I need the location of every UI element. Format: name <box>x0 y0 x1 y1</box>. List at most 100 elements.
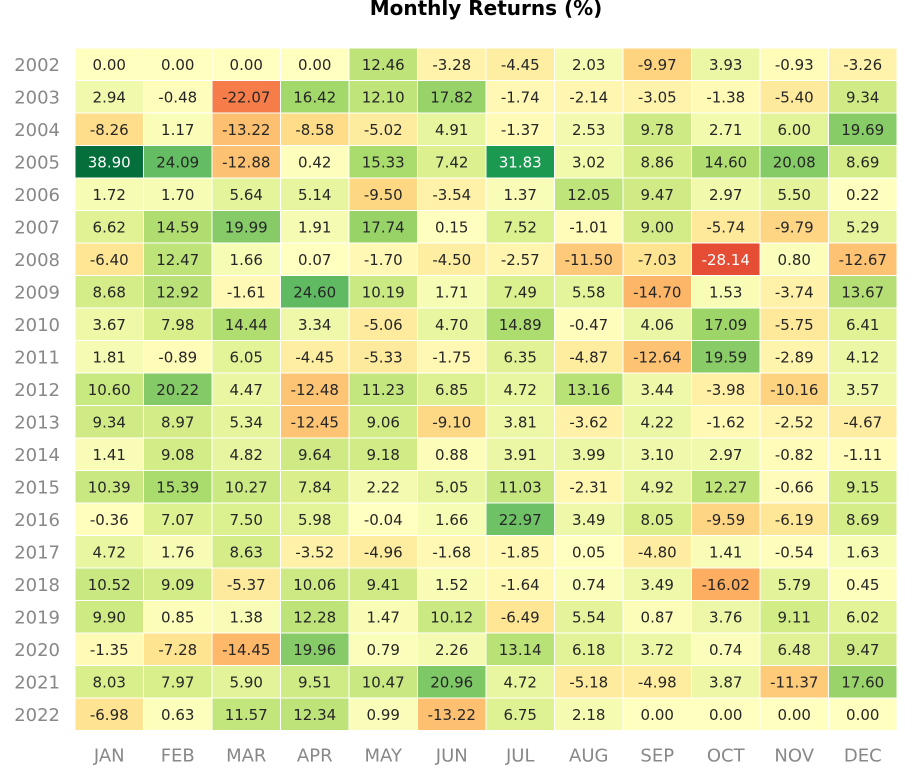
heatmap-cell <box>554 340 624 374</box>
heatmap-cell <box>485 600 555 634</box>
cell-value-label: 10.47 <box>362 673 405 691</box>
heatmap-cell <box>485 80 555 114</box>
cell-value-label: -1.37 <box>501 121 540 139</box>
cell-value-label: 6.05 <box>230 348 263 366</box>
cell-value-label: 2.97 <box>709 446 742 464</box>
cell-value-label: 1.72 <box>93 186 126 204</box>
cell-value-label: -0.66 <box>775 478 814 496</box>
cell-value-label: 9.00 <box>641 218 674 236</box>
cell-value-label: 5.29 <box>846 218 879 236</box>
heatmap-cell <box>74 80 144 114</box>
cell-value-label: -1.61 <box>227 283 266 301</box>
cell-value-label: 0.99 <box>367 706 400 724</box>
cell-value-label: 3.49 <box>572 511 605 529</box>
cell-value-label: 6.62 <box>93 218 126 236</box>
heatmap-cell <box>554 502 624 536</box>
cell-value-label: 5.79 <box>778 576 811 594</box>
heatmap-cell <box>759 437 829 471</box>
cell-value-label: 0.88 <box>435 446 468 464</box>
cell-value-label: 12.10 <box>362 88 405 106</box>
cell-value-label: 4.06 <box>641 316 674 334</box>
heatmap-cell <box>211 697 281 731</box>
cell-value-label: 6.35 <box>504 348 537 366</box>
cell-value-label: -12.48 <box>291 381 339 399</box>
x-tick-label: MAR <box>226 746 266 767</box>
cell-value-label: 0.07 <box>298 251 331 269</box>
heatmap-cell <box>74 242 144 276</box>
heatmap-cell <box>828 632 898 666</box>
heatmap-cell <box>280 502 350 536</box>
heatmap-cell <box>691 535 761 569</box>
cell-value-label: 0.00 <box>161 56 194 74</box>
heatmap-cell <box>417 340 487 374</box>
y-tick-label: 2014 <box>14 445 60 466</box>
cell-value-label: 11.23 <box>362 381 405 399</box>
cell-value-label: 22.97 <box>499 511 542 529</box>
heatmap-cell <box>211 177 281 211</box>
x-tick-label: APR <box>297 746 333 767</box>
cell-value-label: 7.42 <box>435 153 468 171</box>
cell-value-label: 7.84 <box>298 478 331 496</box>
cell-value-label: 13.14 <box>499 641 542 659</box>
cell-value-label: 20.08 <box>773 153 816 171</box>
cell-value-label: -3.05 <box>638 88 677 106</box>
heatmap-cell <box>828 47 898 81</box>
heatmap-cell <box>554 470 624 504</box>
heatmap-cell <box>280 535 350 569</box>
cell-value-label: 6.85 <box>435 381 468 399</box>
heatmap-cell <box>348 242 418 276</box>
x-tick-label: OCT <box>707 746 746 767</box>
heatmap-cell <box>691 80 761 114</box>
heatmap-cell <box>211 112 281 146</box>
heatmap-cell <box>828 697 898 731</box>
y-tick-label: 2016 <box>14 510 60 531</box>
heatmap-cell <box>211 437 281 471</box>
heatmap-cell <box>211 665 281 699</box>
cell-value-label: 0.00 <box>641 706 674 724</box>
cell-value-label: -13.22 <box>428 706 476 724</box>
cell-value-label: -4.67 <box>843 413 882 431</box>
y-tick-label: 2022 <box>14 705 60 726</box>
cell-value-label: 1.91 <box>298 218 331 236</box>
y-tick-label: 2007 <box>14 217 60 238</box>
heatmap-cell <box>554 665 624 699</box>
y-tick-label: 2019 <box>14 607 60 628</box>
heatmap-cell <box>485 632 555 666</box>
cell-value-label: 9.06 <box>367 413 400 431</box>
heatmap-cell <box>759 340 829 374</box>
heatmap-cell <box>417 405 487 439</box>
cell-value-label: 20.22 <box>156 381 199 399</box>
heatmap-cell <box>211 600 281 634</box>
heatmap-cell <box>828 437 898 471</box>
cell-value-label: -13.22 <box>222 121 270 139</box>
heatmap-cell <box>143 210 213 244</box>
cell-value-label: 8.63 <box>230 543 263 561</box>
cell-value-label: 0.00 <box>93 56 126 74</box>
heatmap-cell <box>280 372 350 406</box>
heatmap-cell <box>554 600 624 634</box>
cell-value-label: -6.40 <box>90 251 129 269</box>
heatmap-cell <box>280 242 350 276</box>
heatmap-cell <box>280 437 350 471</box>
heatmap-cell <box>554 405 624 439</box>
cell-value-label: 0.22 <box>846 186 879 204</box>
y-tick-label: 2020 <box>14 640 60 661</box>
cell-value-label: 38.90 <box>88 153 131 171</box>
heatmap-cell <box>759 567 829 601</box>
cell-value-label: 3.02 <box>572 153 605 171</box>
heatmap-cell <box>828 210 898 244</box>
cell-value-label: -3.54 <box>432 186 471 204</box>
cell-value-label: 12.47 <box>156 251 199 269</box>
heatmap-cell <box>759 307 829 341</box>
heatmap-cell <box>417 47 487 81</box>
y-tick-label: 2004 <box>14 120 60 141</box>
cell-value-label: 9.47 <box>641 186 674 204</box>
cell-value-label: -5.06 <box>364 316 403 334</box>
heatmap-cell <box>280 470 350 504</box>
x-tick-label: DEC <box>844 746 882 767</box>
cell-value-label: 5.58 <box>572 283 605 301</box>
cell-value-label: 0.00 <box>846 706 879 724</box>
heatmap-cell <box>485 177 555 211</box>
cell-value-label: -11.37 <box>770 673 818 691</box>
heatmap-cell <box>485 145 555 179</box>
